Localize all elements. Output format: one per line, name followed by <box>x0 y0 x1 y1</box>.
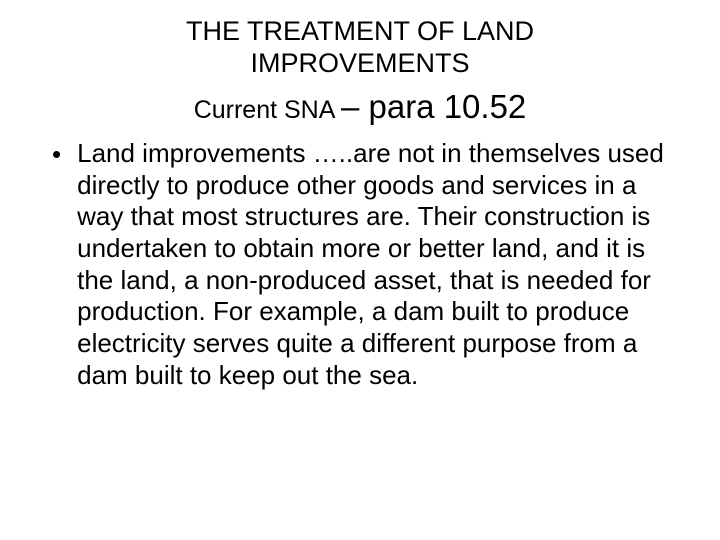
bullet-item: • Land improvements …..are not in themse… <box>40 138 680 392</box>
bullet-text: Land improvements …..are not in themselv… <box>77 138 680 392</box>
title-line-2: IMPROVEMENTS <box>250 48 469 78</box>
subtitle-para: – para 10.52 <box>341 88 526 125</box>
slide-subtitle: Current SNA – para 10.52 <box>40 88 680 126</box>
bullet-marker: • <box>52 138 61 172</box>
slide-title: THE TREATMENT OF LAND IMPROVEMENTS <box>40 15 680 80</box>
subtitle-prefix: Current SNA <box>194 96 341 124</box>
title-line-1: THE TREATMENT OF LAND <box>186 16 534 46</box>
